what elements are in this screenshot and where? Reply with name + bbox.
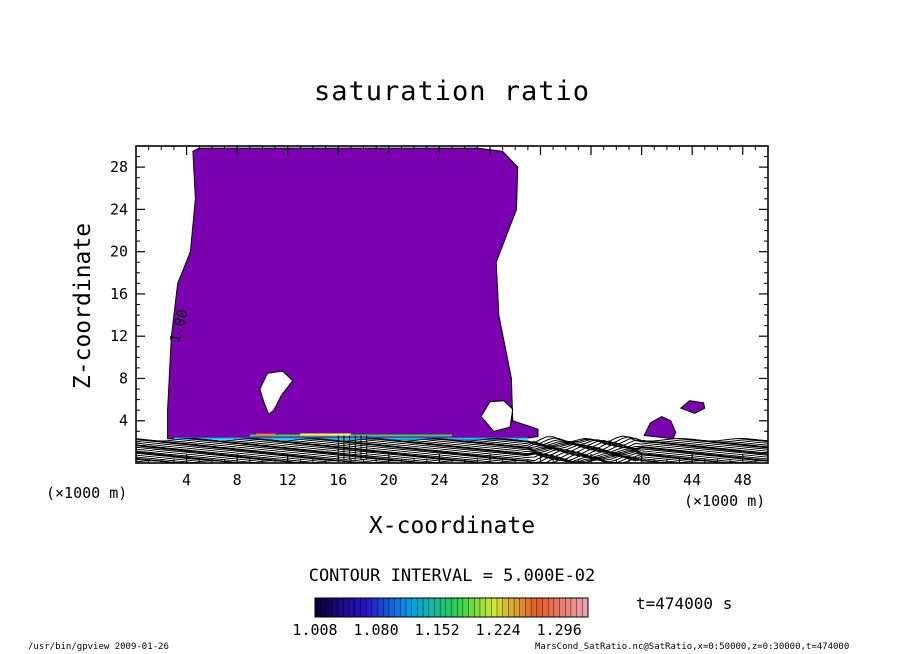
saturated-region (167, 147, 539, 441)
x-tick-label: 44 (683, 471, 701, 489)
colorbar-tick-label: 1.152 (415, 621, 460, 639)
time-label: t=474000 s (636, 594, 733, 613)
x-tick-label: 36 (582, 471, 600, 489)
colorbar-swatch (377, 597, 384, 618)
colorbar-swatch (542, 597, 549, 618)
colorbar-swatch (434, 597, 441, 618)
colorbar-swatch (411, 597, 418, 618)
y-tick-label: 4 (119, 412, 128, 430)
colorbar-swatch (326, 597, 333, 618)
y-axis-label: Z-coordinate (70, 222, 96, 390)
colorbar-swatch (383, 597, 390, 618)
colorbar-swatch (371, 597, 379, 618)
colorbar-swatch (570, 597, 578, 618)
colorbar-swatch (405, 597, 413, 618)
colorbar-swatch (474, 597, 481, 618)
colorbar-swatch (559, 597, 566, 618)
colorbar-swatch (343, 597, 350, 618)
x-tick-label: 32 (531, 471, 549, 489)
colorbar-swatch (519, 597, 526, 618)
colorbar-swatch (365, 597, 373, 618)
y-multiplier-label: (×1000 m) (46, 484, 128, 502)
saturated-patch (679, 400, 706, 414)
colorbar-swatch (479, 597, 487, 618)
colorbar-swatch (331, 597, 339, 618)
colorbar-swatch (525, 597, 532, 618)
y-tick-label: 20 (110, 243, 128, 261)
colorbar-swatch (428, 597, 435, 618)
x-tick-label: 12 (279, 471, 297, 489)
colorbar-swatch (456, 597, 464, 618)
x-tick-label: 20 (380, 471, 398, 489)
saturated-patch (643, 415, 677, 440)
contour-interval-label: CONTOUR INTERVAL = 5.000E-02 (308, 566, 596, 586)
colorbar-swatch (462, 597, 470, 618)
colorbar-tick-label: 1.296 (537, 621, 582, 639)
chart-title: saturation ratio (313, 76, 591, 107)
y-tick-label: 12 (110, 327, 128, 345)
y-tick-label: 8 (119, 369, 128, 387)
colorbar-swatch (360, 597, 367, 618)
footer-source: MarsCond_SatRatio.nc@SatRatio,x=0:50000,… (535, 642, 850, 652)
y-tick-label: 16 (110, 285, 128, 303)
colorbar-swatch (491, 597, 498, 618)
colorbar-swatch (354, 597, 362, 618)
x-axis-label: X-coordinate (368, 513, 536, 539)
colorbar-swatch (445, 597, 453, 618)
colorbar-swatch (502, 597, 509, 618)
colorbar-swatch (400, 597, 407, 618)
colorbar: 1.008 1.080 1.152 1.224 1.296 (292, 597, 589, 639)
x-tick-label: 28 (481, 471, 499, 489)
surface-contour-line (136, 448, 768, 457)
colorbar-swatch (496, 597, 504, 618)
y-tick-label: 28 (110, 158, 128, 176)
colorbar-swatch (547, 597, 555, 618)
colorbar-swatch (417, 597, 424, 618)
colorbar-frame (314, 597, 589, 618)
x-tick-label: 40 (633, 471, 651, 489)
colorbar-tick-label: 1.224 (476, 621, 521, 639)
colorbar-tick-label: 1.080 (353, 621, 398, 639)
colorbar-swatch (320, 597, 327, 618)
colorbar-swatch (388, 597, 396, 618)
colorbar-swatch (576, 597, 583, 618)
colorbar-swatch (530, 597, 538, 618)
x-tick-label: 16 (329, 471, 347, 489)
surface-contour-line (136, 437, 768, 446)
colorbar-swatch (394, 597, 401, 618)
footer-program: /usr/bin/gpview 2009-01-26 (28, 642, 169, 652)
x-tick-label: 8 (233, 471, 242, 489)
colorbar-swatch (422, 597, 430, 618)
colorbar-swatch (565, 597, 572, 618)
x-tick-label: 4 (182, 471, 191, 489)
colorbar-swatch (439, 597, 447, 618)
y-tick-label: 24 (110, 200, 128, 218)
x-tick-label: 24 (430, 471, 448, 489)
colorbar-swatch (508, 597, 515, 618)
x-multiplier-label: (×1000 m) (684, 492, 766, 510)
colorbar-swatch (553, 597, 561, 618)
colorbar-swatch (582, 597, 589, 618)
colorbar-swatch (485, 597, 492, 618)
colorbar-swatch (337, 597, 344, 618)
x-tick-label: 48 (734, 471, 752, 489)
plot-area: 1.00 (136, 147, 768, 463)
surface-contour-line (136, 435, 768, 444)
colorbar-swatch (536, 597, 544, 618)
colorbar-swatch (513, 597, 521, 618)
colorbar-swatch (451, 597, 458, 618)
colorbar-swatch (314, 597, 322, 618)
colorbar-swatch (468, 597, 475, 618)
colorbar-tick-label: 1.008 (292, 621, 337, 639)
colorbar-swatch (348, 597, 356, 618)
